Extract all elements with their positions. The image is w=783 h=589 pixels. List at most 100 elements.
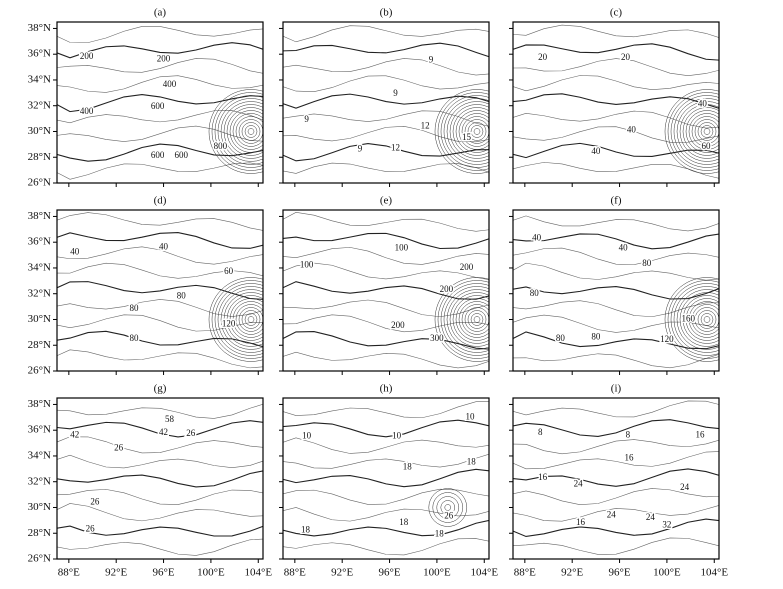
contour-line xyxy=(283,262,489,281)
contour-label: 12 xyxy=(391,142,400,152)
contour-label: 8 xyxy=(626,429,631,439)
contour-ring xyxy=(238,119,263,144)
contour-label: 200 xyxy=(80,51,94,61)
contour-ring xyxy=(458,301,489,338)
contour-line xyxy=(283,351,489,369)
contour-line xyxy=(57,125,263,142)
panel-frame xyxy=(56,21,264,184)
contour-line xyxy=(283,212,489,232)
contour-line xyxy=(57,110,263,124)
y-tick-label: 32°N xyxy=(28,287,51,299)
contour-label: 8 xyxy=(538,427,543,437)
panel-frame xyxy=(512,397,720,560)
contour-line xyxy=(283,247,489,265)
contour-line xyxy=(513,262,719,281)
contour-ring xyxy=(461,116,489,147)
contours xyxy=(57,26,263,180)
contour-label: 18 xyxy=(435,529,445,539)
y-tick-label: 38°N xyxy=(28,22,51,34)
x-tick-label: 104°E xyxy=(470,567,498,579)
panel-title: (a) xyxy=(154,7,167,19)
contour-line xyxy=(513,505,719,522)
contour-ring xyxy=(443,98,489,165)
contour-ring xyxy=(473,316,481,323)
x-tick-label: 104°E xyxy=(700,567,728,579)
y-tick-label: 36°N xyxy=(28,236,51,248)
y-tick-label: 30°N xyxy=(28,313,51,325)
contours xyxy=(513,24,719,179)
contour-ring xyxy=(473,128,481,135)
contour-label: 40 xyxy=(70,247,80,257)
contour-ring xyxy=(700,125,714,138)
contour-line xyxy=(283,93,489,109)
contour-label: 16 xyxy=(696,429,706,439)
contours xyxy=(513,215,719,369)
contour-label: 24 xyxy=(574,478,584,488)
contour-ring xyxy=(700,313,714,326)
y-tick-label: 38°N xyxy=(28,398,51,410)
contour-line xyxy=(57,299,263,317)
panel-title: (h) xyxy=(380,383,393,395)
contour-line xyxy=(283,453,489,469)
contour-label: 40 xyxy=(159,241,169,251)
contour-line xyxy=(57,349,263,369)
contour-label: 26 xyxy=(86,523,96,533)
contour-ring xyxy=(458,113,489,150)
contour-ring xyxy=(685,298,719,341)
contour-ring xyxy=(664,277,719,362)
panel-title: (f) xyxy=(611,195,622,207)
contour-line xyxy=(283,507,489,522)
contour-line xyxy=(283,419,489,438)
contour-label: 32 xyxy=(662,520,671,530)
contour-line xyxy=(513,537,719,555)
contour-ring xyxy=(217,98,263,165)
contour-ring xyxy=(208,89,263,174)
x-tick-label: 88°E xyxy=(514,567,536,579)
x-tick-label: 96°E xyxy=(152,567,174,579)
contour-label: 12 xyxy=(421,120,430,130)
contour-label: 26 xyxy=(444,511,454,521)
contour-ring xyxy=(434,89,489,174)
panel-title: (e) xyxy=(380,195,393,207)
contour-line xyxy=(283,538,489,556)
contours xyxy=(513,400,719,555)
contour-ring xyxy=(470,125,484,138)
contour-ring xyxy=(241,310,261,329)
contour-ring xyxy=(232,113,263,150)
contour-ring xyxy=(244,125,258,138)
contour-label: 18 xyxy=(403,462,413,472)
contour-ring xyxy=(223,292,263,347)
contour-label: 26 xyxy=(90,496,100,506)
contour-ring xyxy=(470,313,484,326)
y-tick-label: 36°N xyxy=(28,48,51,60)
contour-ring xyxy=(446,101,489,162)
contour-label: 120 xyxy=(222,319,236,329)
contour-ring xyxy=(670,95,719,168)
contour-label: 40 xyxy=(591,146,601,156)
contour-ring xyxy=(691,304,719,335)
panel-frame xyxy=(282,209,490,372)
contour-line xyxy=(57,403,263,419)
contour-ring xyxy=(679,104,719,159)
contour-ring xyxy=(455,110,489,153)
x-tick-label: 92°E xyxy=(331,567,353,579)
contour-label: 10 xyxy=(466,411,476,421)
contour-ring xyxy=(226,295,263,344)
contour-label: 18 xyxy=(301,525,311,535)
panel-title: (b) xyxy=(380,7,393,19)
contour-ring xyxy=(440,283,489,356)
contour-line xyxy=(513,215,719,232)
contour-line xyxy=(57,503,263,522)
panel-title: (i) xyxy=(611,383,622,395)
contour-label: 60 xyxy=(701,141,711,151)
contour-ring xyxy=(682,107,719,156)
contour-line xyxy=(57,212,263,231)
contour-label: 80 xyxy=(177,290,187,300)
contour-ring xyxy=(428,488,468,527)
contour-ring xyxy=(688,301,719,338)
contour-line xyxy=(283,162,489,174)
contour-ring xyxy=(229,110,263,153)
contour-ring xyxy=(214,95,263,168)
